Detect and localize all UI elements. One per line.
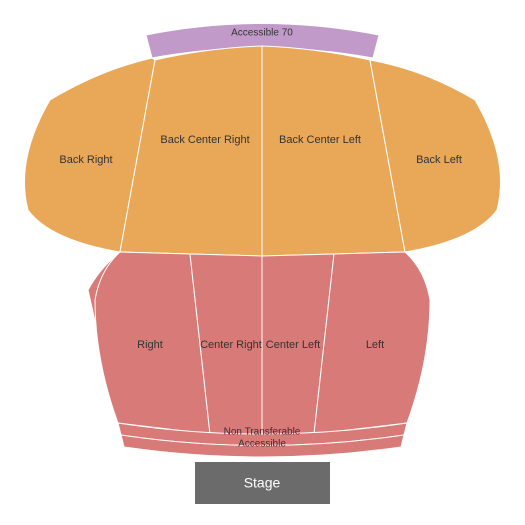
label-back-left: Back Left (416, 154, 462, 166)
label-accessible-70: Accessible 70 (231, 28, 293, 39)
label-center-right: Center Right (200, 339, 262, 351)
label-back-center-right: Back Center Right (160, 134, 249, 146)
seating-chart: Accessible 70 Back Right Back Center Rig… (0, 0, 525, 525)
label-accessible: Accessible (238, 439, 286, 450)
label-back-center-left: Back Center Left (279, 134, 361, 146)
label-back-right: Back Right (59, 154, 112, 166)
label-left: Left (366, 339, 384, 351)
label-right: Right (137, 339, 163, 351)
label-non-transferable: Non Transferable (224, 427, 301, 438)
label-center-left: Center Left (266, 339, 320, 351)
label-stage: Stage (244, 475, 281, 491)
